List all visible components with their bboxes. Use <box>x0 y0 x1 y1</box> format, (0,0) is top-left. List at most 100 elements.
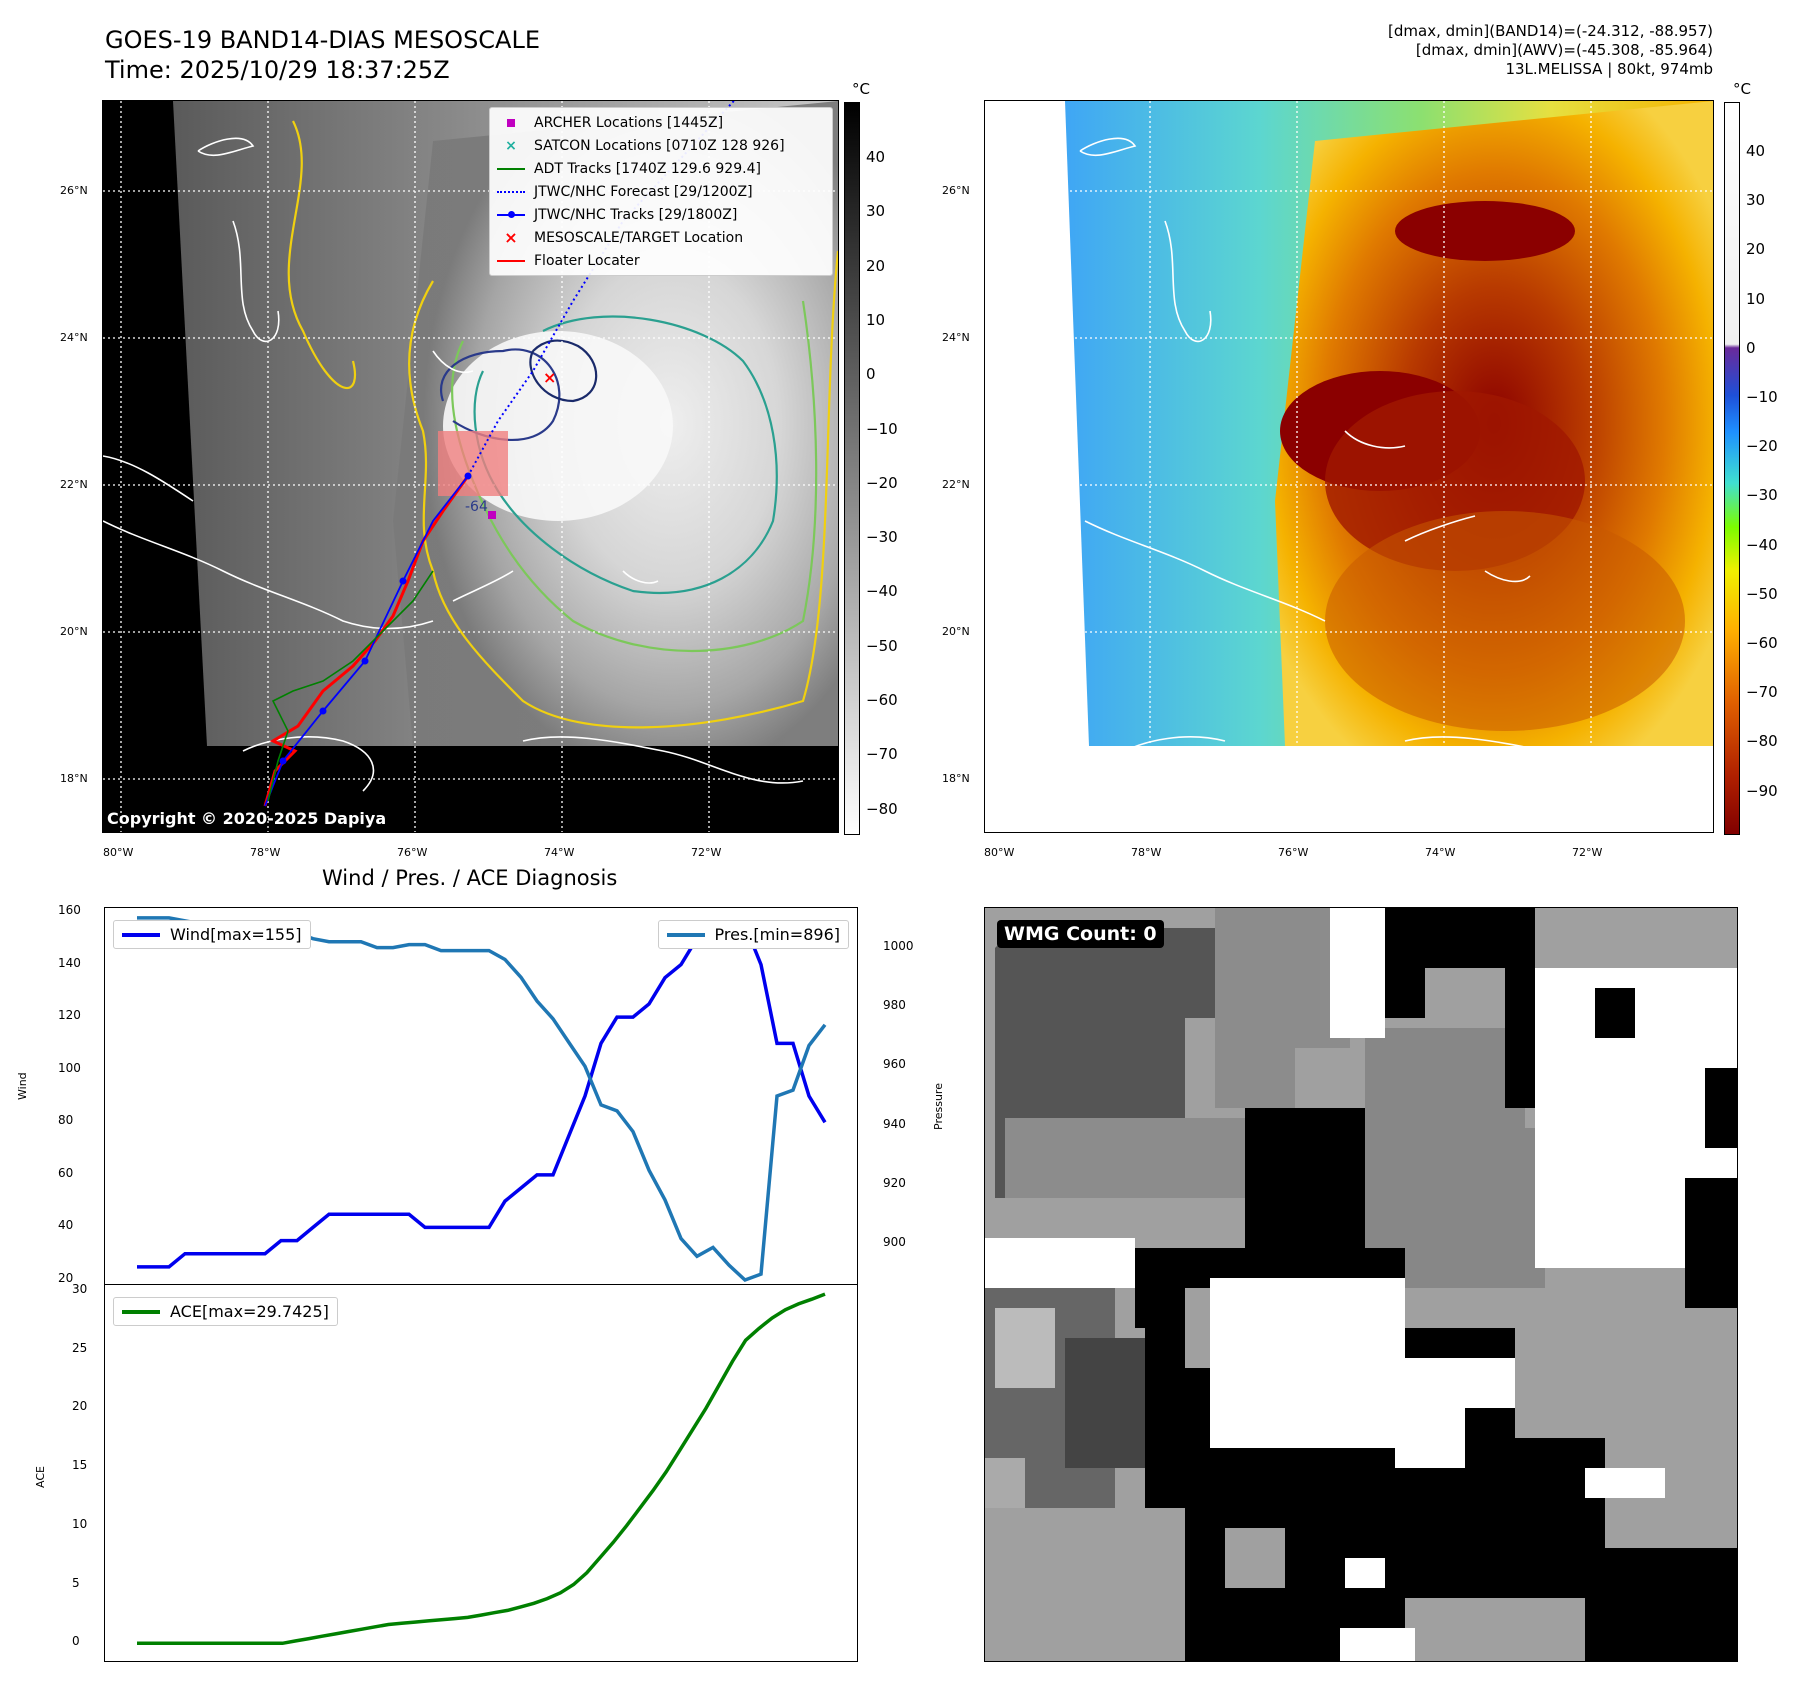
contour-label: -64 <box>465 499 488 515</box>
color-map-panel[interactable] <box>984 100 1714 833</box>
gray-colorbar-tick: −30 <box>866 528 898 547</box>
title-line-1: GOES-19 BAND14-DIAS MESOSCALE <box>105 26 541 54</box>
diagnosis-title: Wind / Pres. / ACE Diagnosis <box>322 866 618 890</box>
p1-lon-80: 80°W <box>103 846 134 859</box>
color-colorbar-tick: 10 <box>1746 289 1766 308</box>
color-colorbar-tick: −30 <box>1746 486 1778 505</box>
p1-lon-72: 72°W <box>691 846 722 859</box>
info-line-1: [dmax, dmin](BAND14)=(-24.312, -88.957) <box>1388 22 1713 40</box>
ace-tick-label: 10 <box>72 1516 88 1531</box>
ace-tick-label: 5 <box>72 1575 80 1590</box>
ace-tick-label: 0 <box>72 1634 80 1649</box>
ace-tick-label: 15 <box>72 1458 88 1473</box>
wmg-count-badge: WMG Count: 0 <box>997 920 1164 948</box>
pressure-tick-label: 940 <box>883 1116 906 1131</box>
p1-lon-76: 76°W <box>397 846 428 859</box>
color-colorbar-tick: 0 <box>1746 338 1756 357</box>
wind-tick-label: 140 <box>58 955 81 970</box>
gray-colorbar-tick: −80 <box>866 799 898 818</box>
ace-tick-label: 20 <box>72 1399 88 1414</box>
wind-legend: Wind[max=155] <box>113 920 311 949</box>
ace-tick-label: 30 <box>72 1282 88 1296</box>
wmg-panel[interactable]: WMG Count: 0 <box>984 907 1738 1662</box>
pressure-tick-label: 980 <box>883 997 906 1012</box>
wind-pressure-chart[interactable]: Wind[max=155] Pres.[min=896] <box>104 907 858 1285</box>
x-icon: × <box>505 137 517 154</box>
pressure-tick-label: 960 <box>883 1057 906 1072</box>
wind-tick-label: 80 <box>58 1113 74 1128</box>
p2-lon-76: 76°W <box>1278 846 1309 859</box>
color-colorbar <box>1724 102 1740 835</box>
ace-legend: ACE[max=29.7425] <box>113 1297 338 1326</box>
p1-lat-24: 24°N <box>60 331 88 344</box>
ir-map-panel[interactable]: × -64 Copyright © 2020-2025 Dapiya ARCHE… <box>102 100 839 833</box>
p2-lat-26: 26°N <box>942 184 970 197</box>
map-legend: ARCHER Locations [1445Z] × SATCON Locatio… <box>489 107 833 276</box>
floater-box <box>438 431 508 496</box>
pressure-tick-label: 900 <box>883 1235 906 1250</box>
pressure-tick-label: 920 <box>883 1176 906 1191</box>
wind-tick-label: 40 <box>58 1218 74 1233</box>
gray-colorbar-unit: °C <box>852 80 870 98</box>
p1-lat-20: 20°N <box>60 625 88 638</box>
wind-series-line <box>137 922 827 1269</box>
p2-lat-24: 24°N <box>942 331 970 344</box>
wind-axis-label: Wind <box>16 1072 29 1100</box>
ace-series-line <box>137 1292 826 1646</box>
p2-lat-22: 22°N <box>942 478 970 491</box>
color-colorbar-tick: −60 <box>1746 634 1778 652</box>
ace-tick-label: 25 <box>72 1340 88 1355</box>
x-icon: × <box>504 228 518 247</box>
pressure-axis-label: Pressure <box>932 1083 945 1130</box>
p2-lon-80: 80°W <box>984 846 1015 859</box>
gray-colorbar-tick: −60 <box>866 691 898 709</box>
square-icon <box>507 118 515 127</box>
wind-tick-label: 160 <box>58 903 81 917</box>
gray-colorbar-tick: 0 <box>866 365 876 384</box>
title-line-2: Time: 2025/10/29 18:37:25Z <box>105 56 450 84</box>
legend-archer: ARCHER Locations [1445Z] <box>490 111 832 134</box>
adt-track <box>267 570 434 802</box>
p1-lat-22: 22°N <box>60 478 88 491</box>
p1-lon-74: 74°W <box>544 846 575 859</box>
p1-lat-18: 18°N <box>60 772 88 785</box>
gray-colorbar-tick: −70 <box>866 745 898 764</box>
color-colorbar-tick: −40 <box>1746 535 1778 554</box>
gray-colorbar-tick: 40 <box>866 148 886 166</box>
gray-colorbar-tick: −40 <box>866 582 898 601</box>
color-colorbar-tick: 30 <box>1746 191 1766 210</box>
pressure-legend: Pres.[min=896] <box>657 920 849 949</box>
legend-jtwc-tracks: JTWC/NHC Tracks [29/1800Z] <box>490 203 832 226</box>
gray-colorbar-tick: 30 <box>866 202 886 221</box>
color-colorbar-tick: −20 <box>1746 437 1778 456</box>
p1-lat-26: 26°N <box>60 184 88 197</box>
color-colorbar-tick: −80 <box>1746 732 1778 751</box>
pressure-tick-label: 1000 <box>883 938 914 953</box>
gray-colorbar-tick: −20 <box>866 473 898 492</box>
archer-marker <box>488 511 496 519</box>
gray-colorbar-tick: −50 <box>866 636 898 655</box>
copyright: Copyright © 2020-2025 Dapiya <box>107 809 387 828</box>
legend-adt: ADT Tracks [1740Z 129.6 929.4] <box>490 157 832 180</box>
info-line-3: 13L.MELISSA | 80kt, 974mb <box>1505 60 1713 78</box>
color-colorbar-tick: −70 <box>1746 683 1778 702</box>
legend-jtwc-forecast: JTWC/NHC Forecast [29/1200Z] <box>490 180 832 203</box>
p2-lat-20: 20°N <box>942 625 970 638</box>
color-colorbar-tick: 20 <box>1746 240 1766 259</box>
gray-colorbar <box>844 102 860 835</box>
color-colorbar-tick: 40 <box>1746 142 1766 160</box>
legend-floater: Floater Locater <box>490 249 832 272</box>
color-colorbar-unit: °C <box>1733 80 1751 98</box>
ace-axis-label: ACE <box>34 1466 47 1488</box>
wind-tick-label: 20 <box>58 1271 74 1285</box>
color-colorbar-tick: −10 <box>1746 388 1778 406</box>
ace-chart[interactable]: ACE[max=29.7425] <box>104 1284 858 1662</box>
gray-colorbar-tick: −10 <box>866 419 898 438</box>
p2-lon-72: 72°W <box>1572 846 1603 859</box>
p2-lon-74: 74°W <box>1425 846 1456 859</box>
wind-tick-label: 100 <box>58 1060 81 1075</box>
p1-lon-78: 78°W <box>250 846 281 859</box>
gray-colorbar-tick: 10 <box>866 310 886 329</box>
color-colorbar-tick: −90 <box>1746 781 1778 800</box>
p2-lat-18: 18°N <box>942 772 970 785</box>
